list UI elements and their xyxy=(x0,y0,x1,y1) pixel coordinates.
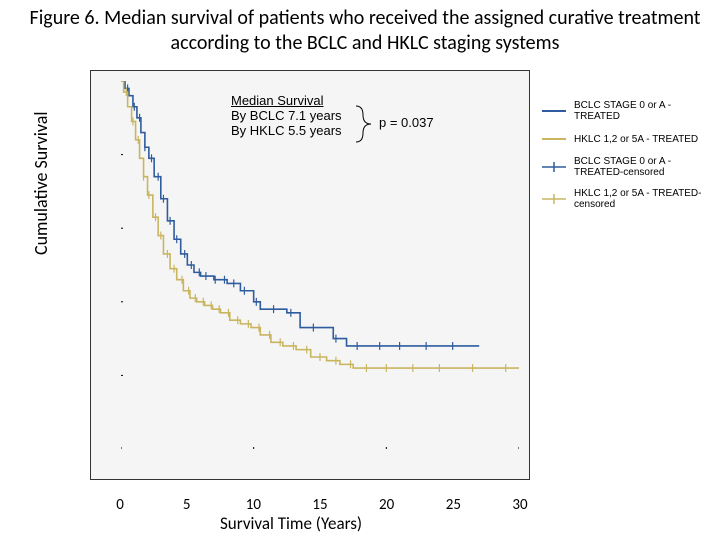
censor-swatch-icon xyxy=(540,160,568,174)
x-tick: 20 xyxy=(379,496,394,514)
x-tick: 0 xyxy=(116,496,124,514)
legend-item: BCLC STAGE 0 or A - TREATED-censored xyxy=(540,156,715,178)
survival-chart: 0.20.40.60.81.0 Median Survival By BCLC … xyxy=(90,70,530,480)
censor-swatch-icon xyxy=(540,192,568,206)
figure-title: Figure 6. Median survival of patients wh… xyxy=(20,6,710,56)
legend-label: BCLC STAGE 0 or A - TREATED-censored xyxy=(574,156,715,178)
x-tick: 30 xyxy=(512,496,527,514)
annotation-pvalue: p = 0.037 xyxy=(379,115,434,130)
legend-item: HKLC 1,2 or 5A - TREATED xyxy=(540,132,715,146)
legend: BCLC STAGE 0 or A - TREATED HKLC 1,2 or 5… xyxy=(540,100,715,220)
legend-label: HKLC 1,2 or 5A - TREATED-censored xyxy=(574,188,715,210)
x-tick: 5 xyxy=(183,496,191,514)
legend-label: HKLC 1,2 or 5A - TREATED xyxy=(574,134,698,145)
median-survival-annotation: Median Survival By BCLC 7.1 years By HKL… xyxy=(231,93,342,138)
legend-item: HKLC 1,2 or 5A - TREATED-censored xyxy=(540,188,715,210)
x-tick: 25 xyxy=(446,496,461,514)
legend-item: BCLC STAGE 0 or A - TREATED xyxy=(540,100,715,122)
line-swatch-icon xyxy=(540,132,568,146)
annotation-line-hklc: By HKLC 5.5 years xyxy=(231,123,342,138)
annotation-line-bclc: By BCLC 7.1 years xyxy=(231,108,342,123)
legend-label: BCLC STAGE 0 or A - TREATED xyxy=(574,100,715,122)
annotation-title: Median Survival xyxy=(231,93,324,108)
x-axis-label: Survival Time (Years) xyxy=(220,513,362,534)
x-tick: 15 xyxy=(312,496,327,514)
x-tick: 10 xyxy=(246,496,261,514)
line-swatch-icon xyxy=(540,104,568,118)
y-axis-label: Cumulative Survival xyxy=(30,111,52,255)
